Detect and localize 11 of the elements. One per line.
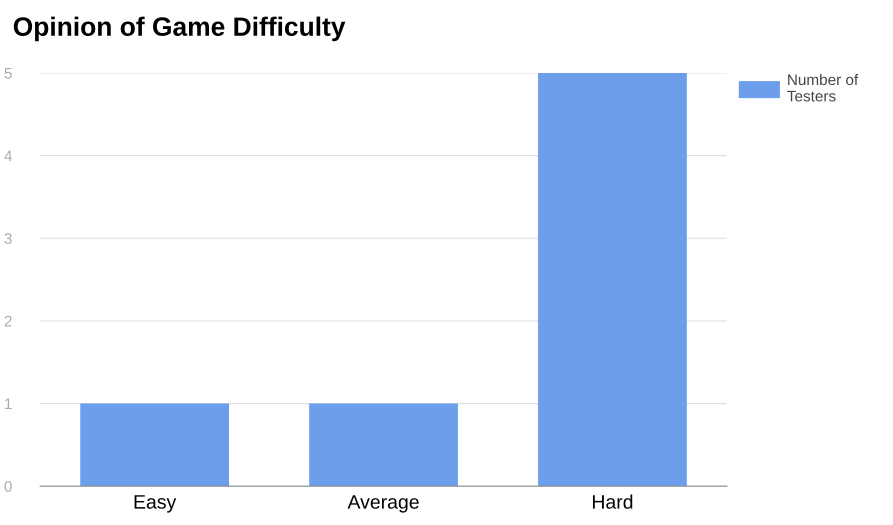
y-tick-label: 1 [5,398,12,410]
x-tick-label: Easy [134,495,176,513]
y-tick-label: 2 [4,316,12,326]
y-tick-label: 5 [4,68,12,79]
legend-label: Number of Testers [787,74,858,102]
y-tick-label: 4 [4,150,12,162]
chart-title: Opinion of Game Difficulty [14,16,346,42]
y-tick-label: 0 [4,481,12,492]
x-tick-label: Average [348,495,419,513]
x-tick-label: Hard [592,494,632,509]
y-tick-label: 3 [4,233,12,244]
